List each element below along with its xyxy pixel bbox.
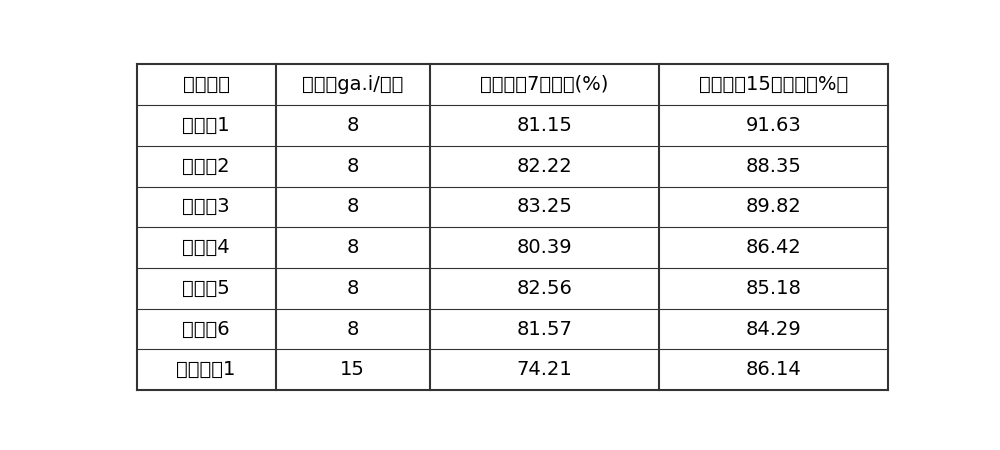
Text: 8: 8 [347, 279, 359, 298]
Text: 实施例1: 实施例1 [182, 116, 230, 135]
Text: 82.22: 82.22 [517, 157, 572, 176]
Text: 实施例3: 实施例3 [182, 198, 230, 216]
Text: 81.15: 81.15 [517, 116, 572, 135]
Text: 处理药剂: 处理药剂 [183, 75, 230, 94]
Text: 82.56: 82.56 [517, 279, 572, 298]
Text: 8: 8 [347, 198, 359, 216]
Text: 88.35: 88.35 [746, 157, 802, 176]
Text: 对照药到1: 对照药到1 [176, 360, 236, 379]
Text: 85.18: 85.18 [746, 279, 802, 298]
Text: 86.42: 86.42 [746, 238, 802, 257]
Text: 用量（ga.i/亩）: 用量（ga.i/亩） [302, 75, 403, 94]
Text: 实施例5: 实施例5 [182, 279, 230, 298]
Text: 83.25: 83.25 [517, 198, 572, 216]
Text: 81.57: 81.57 [517, 320, 572, 338]
Text: 实施例2: 实施例2 [182, 157, 230, 176]
Text: 8: 8 [347, 238, 359, 257]
Text: 8: 8 [347, 320, 359, 338]
Text: 末次施药15天防效（%）: 末次施药15天防效（%） [699, 75, 848, 94]
Text: 91.63: 91.63 [746, 116, 802, 135]
Text: 实施例4: 实施例4 [182, 238, 230, 257]
Text: 8: 8 [347, 157, 359, 176]
Text: 74.21: 74.21 [517, 360, 572, 379]
Text: 84.29: 84.29 [746, 320, 802, 338]
Text: 89.82: 89.82 [746, 198, 802, 216]
Text: 末次施药7天防效(%): 末次施药7天防效(%) [480, 75, 609, 94]
Text: 86.14: 86.14 [746, 360, 802, 379]
Text: 80.39: 80.39 [517, 238, 572, 257]
Text: 15: 15 [340, 360, 365, 379]
Text: 8: 8 [347, 116, 359, 135]
Text: 实施例6: 实施例6 [182, 320, 230, 338]
